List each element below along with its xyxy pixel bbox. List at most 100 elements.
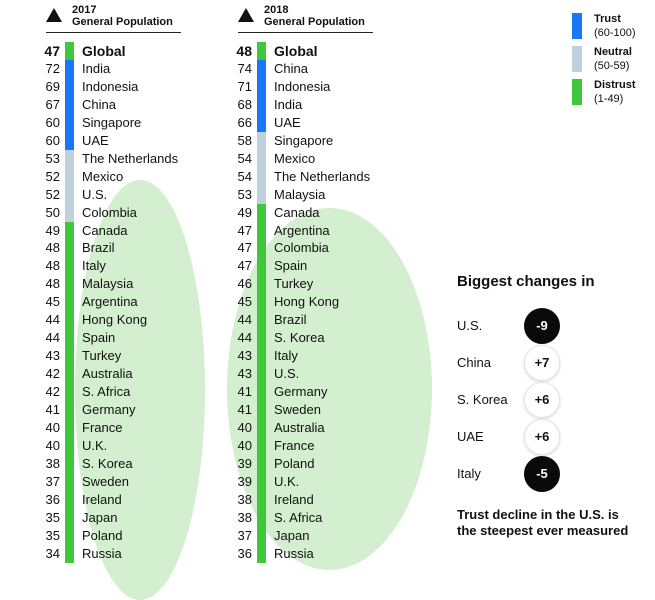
trust-bar xyxy=(65,311,74,330)
trust-value: 49 xyxy=(237,204,252,220)
trust-value: 43 xyxy=(237,348,252,364)
country-row: 60 Singapore xyxy=(30,113,180,132)
global-row: 48 Global xyxy=(222,42,372,60)
country-row: 34 Russia xyxy=(30,544,180,563)
country-name: U.K. xyxy=(82,437,108,453)
trust-bar xyxy=(257,311,266,330)
trust-bar xyxy=(257,95,266,114)
legend-swatch xyxy=(572,13,582,39)
trust-bar xyxy=(65,95,74,114)
country-name: Turkey xyxy=(82,348,122,364)
country-name: S. Korea xyxy=(274,330,325,346)
trust-bar xyxy=(65,275,74,294)
trust-bar xyxy=(257,221,266,240)
country-name: Canada xyxy=(82,222,128,238)
trust-value: 60 xyxy=(45,132,60,148)
panel-subtitle: General Population xyxy=(72,16,173,28)
country-name: Sweden xyxy=(274,402,321,417)
country-name: UAE xyxy=(274,114,301,130)
trust-bar xyxy=(65,526,74,545)
country-name: Colombia xyxy=(274,240,329,256)
country-row: 48 Malaysia xyxy=(30,275,180,294)
country-name: Russia xyxy=(274,545,314,561)
trust-value: 47 xyxy=(237,240,252,256)
trust-value: 44 xyxy=(237,312,252,328)
country-name: Russia xyxy=(82,545,122,561)
country-name: The Netherlands xyxy=(274,168,371,184)
trust-value: 42 xyxy=(45,384,60,400)
country-name: Turkey xyxy=(274,276,314,292)
trust-bar xyxy=(257,490,266,509)
trust-bar xyxy=(257,436,266,455)
country-row: 53 The Netherlands xyxy=(30,149,180,168)
change-row: U.S. -9 xyxy=(457,308,567,344)
country-name: S. Korea xyxy=(82,455,133,471)
trust-bar xyxy=(65,383,74,402)
country-row: 46 Turkey xyxy=(222,275,372,294)
country-name: U.K. xyxy=(274,473,300,489)
country-row: 36 Ireland xyxy=(30,490,180,509)
country-name: Argentina xyxy=(274,222,330,238)
country-row: 48 Italy xyxy=(30,257,180,276)
trust-value: 52 xyxy=(45,168,60,184)
trust-bar xyxy=(65,436,74,455)
country-row: 38 Ireland xyxy=(222,490,372,509)
country-row: 41 Germany xyxy=(30,401,180,419)
country-name: Spain xyxy=(82,330,116,346)
country-name: Australia xyxy=(274,419,325,435)
trust-bar xyxy=(257,454,266,473)
legend-label: Trust xyxy=(594,13,621,25)
change-country: China xyxy=(457,355,491,370)
change-badge: -9 xyxy=(524,308,560,344)
trust-bar xyxy=(257,167,266,186)
trust-value: 40 xyxy=(237,437,252,453)
country-name: Japan xyxy=(274,527,310,543)
trust-value: 47 xyxy=(44,43,60,59)
country-name: Ireland xyxy=(274,491,314,507)
panel-subtitle: General Population xyxy=(264,16,365,28)
trust-bar xyxy=(257,508,266,527)
country-name: Poland xyxy=(274,455,315,471)
trust-value: 69 xyxy=(45,78,60,94)
trust-bar xyxy=(65,131,74,150)
trust-value: 66 xyxy=(237,114,252,130)
distrust-circle xyxy=(75,180,205,600)
trust-value: 44 xyxy=(45,330,60,346)
trust-bar xyxy=(65,490,74,509)
trust-value: 35 xyxy=(45,527,60,543)
country-row: 67 China xyxy=(30,95,180,114)
country-row: 68 India xyxy=(222,95,372,114)
trust-value: 38 xyxy=(237,491,252,507)
country-row: 44 Hong Kong xyxy=(30,311,180,330)
country-row: 52 Mexico xyxy=(30,167,180,186)
trust-bar xyxy=(257,293,266,312)
trust-bar xyxy=(257,203,266,222)
country-name: S. Africa xyxy=(274,509,323,525)
country-row: 45 Argentina xyxy=(30,293,180,312)
country-row: 45 Hong Kong xyxy=(222,293,372,312)
country-row: 43 Italy xyxy=(222,347,372,366)
country-name: India xyxy=(82,60,111,76)
trust-bar xyxy=(257,42,266,60)
trust-value: 38 xyxy=(237,509,252,525)
trust-value: 35 xyxy=(45,509,60,525)
trust-value: 43 xyxy=(237,366,252,382)
country-name: Brazil xyxy=(274,312,307,328)
country-name: Germany xyxy=(274,384,328,400)
trust-bar xyxy=(257,472,266,491)
country-row: 39 U.K. xyxy=(222,472,372,491)
change-country: UAE xyxy=(457,429,484,444)
trust-bar xyxy=(257,257,266,276)
global-row: 47 Global xyxy=(30,42,180,60)
country-name: U.S. xyxy=(82,186,108,202)
country-name: The Netherlands xyxy=(82,150,179,166)
country-row: 40 U.K. xyxy=(30,436,180,455)
trust-value: 40 xyxy=(45,419,60,435)
trust-bar xyxy=(65,221,74,240)
country-name: Argentina xyxy=(82,294,138,310)
trust-value: 48 xyxy=(45,276,60,292)
country-name: Italy xyxy=(82,258,106,274)
country-row: 39 Poland xyxy=(222,454,372,473)
trust-value: 74 xyxy=(237,60,252,76)
trust-bar xyxy=(257,383,266,402)
